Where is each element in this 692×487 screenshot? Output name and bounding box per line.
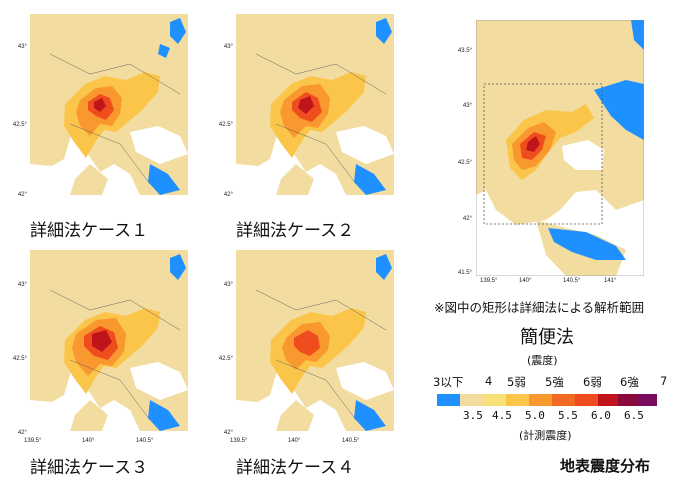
- colorbar-segment: [618, 394, 638, 406]
- y-tick: 43°: [17, 282, 27, 288]
- level-label: 3以下: [433, 375, 464, 389]
- panel-caption: 詳細法ケース１: [30, 221, 149, 241]
- intensity-map-case4: [236, 250, 394, 431]
- intensity-scale-label: (震度): [527, 354, 558, 367]
- colorbar-segment: [460, 394, 483, 406]
- intensity-map-case1: [30, 14, 188, 195]
- colorbar-segment: [437, 394, 460, 406]
- method-title: 簡便法: [520, 327, 574, 348]
- y-tick: 42.5°: [12, 122, 27, 128]
- colorbar-segment: [598, 394, 618, 406]
- level-label: 4: [485, 374, 493, 388]
- y-tick: 42.5°: [457, 160, 472, 166]
- x-tick: 140.5°: [563, 278, 581, 284]
- map-panel-case3: [30, 250, 188, 431]
- y-tick: 42.5°: [218, 356, 233, 362]
- level-label: 5弱: [507, 375, 526, 389]
- y-tick: 42°: [17, 192, 27, 198]
- y-tick: 43°: [462, 103, 472, 109]
- measured-value: 4.5: [492, 409, 512, 422]
- colorbar-segment: [552, 394, 575, 406]
- colorbar-segment: [506, 394, 529, 406]
- colorbar-segment: [529, 394, 552, 406]
- y-tick: 42.5°: [12, 356, 27, 362]
- colorbar-segment: [483, 394, 506, 406]
- y-tick: 42°: [17, 430, 27, 436]
- measured-value: 6.0: [591, 409, 611, 422]
- x-tick: 140°: [82, 438, 95, 444]
- x-tick: 140°: [288, 438, 301, 444]
- x-tick: 139.5°: [480, 278, 498, 284]
- x-tick: 140.5°: [136, 438, 154, 444]
- panel-caption: 詳細法ケース３: [30, 458, 149, 478]
- intensity-colorbar: [437, 394, 657, 406]
- map-panel-case2: [236, 14, 394, 195]
- level-label: 7: [660, 374, 668, 388]
- y-tick: 42°: [223, 430, 233, 436]
- x-tick: 139.5°: [24, 438, 42, 444]
- y-tick: 42°: [223, 192, 233, 198]
- measured-intensity-label: (計測震度): [519, 429, 572, 442]
- x-tick: 139.5°: [230, 438, 248, 444]
- colorbar-segment: [638, 394, 657, 406]
- overview-intensity-map: [476, 20, 644, 276]
- intensity-map-case3: [30, 250, 188, 431]
- y-tick: 43°: [223, 282, 233, 288]
- intensity-map-case2: [236, 14, 394, 195]
- x-tick: 140°: [519, 278, 532, 284]
- measured-value: 3.5: [463, 409, 483, 422]
- map-panel-case1: [30, 14, 188, 195]
- overview-map-panel: [476, 20, 644, 276]
- y-tick: 42°: [462, 216, 472, 222]
- analysis-range-note: ※図中の矩形は詳細法による解析範囲: [434, 300, 645, 315]
- colorbar-segment: [575, 394, 598, 406]
- measured-value: 5.5: [558, 409, 578, 422]
- map-panel-case4: [236, 250, 394, 431]
- y-tick: 43°: [223, 44, 233, 50]
- x-tick: 141°: [604, 278, 617, 284]
- y-tick: 41.5°: [457, 270, 472, 276]
- level-label: 5強: [545, 375, 564, 389]
- level-label: 6弱: [583, 375, 602, 389]
- figure-title: 地表震度分布: [560, 457, 651, 475]
- panel-caption: 詳細法ケース２: [236, 221, 355, 241]
- y-tick: 42.5°: [218, 122, 233, 128]
- measured-value: 6.5: [624, 409, 644, 422]
- level-label: 6強: [620, 375, 639, 389]
- panel-caption: 詳細法ケース４: [236, 458, 355, 478]
- x-tick: 140.5°: [342, 438, 360, 444]
- y-tick: 43.5°: [457, 48, 472, 54]
- y-tick: 43°: [17, 44, 27, 50]
- measured-value: 5.0: [525, 409, 545, 422]
